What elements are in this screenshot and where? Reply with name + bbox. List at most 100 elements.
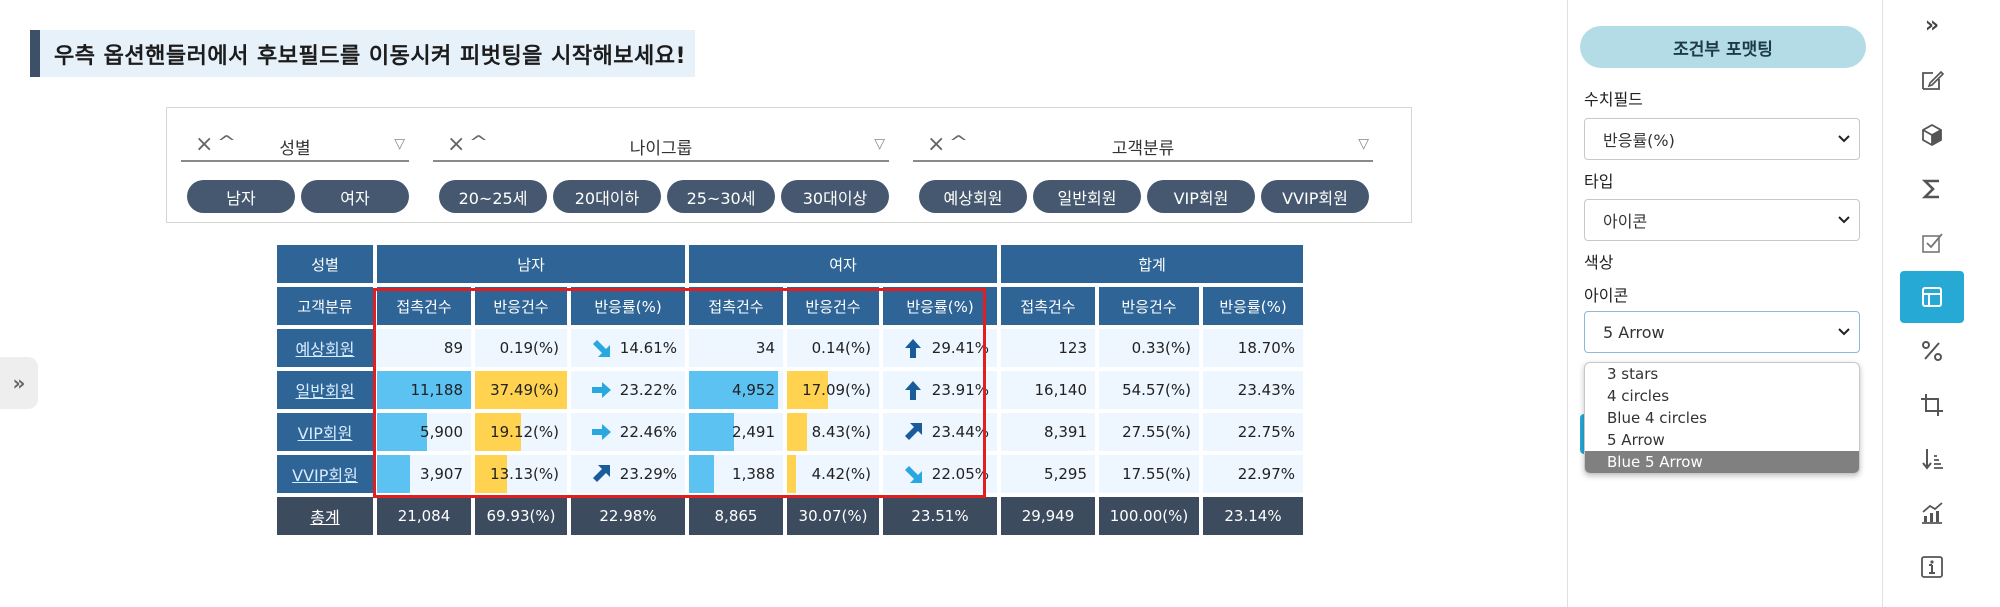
filter-pill[interactable]: 여자 [301,180,409,213]
data-bar [475,413,521,451]
icon-value: 5 Arrow [1603,322,1665,342]
female-response-cell: 17.09(%) [787,371,879,409]
checkbox-icon [1922,233,1943,253]
female-response-cell: 0.14(%) [787,329,879,367]
filter-pill[interactable]: 예상회원 [919,180,1027,213]
funnel-icon[interactable]: ▽ [874,136,885,152]
crop-icon [1921,394,1943,416]
filter-group-customer: × ^ 고객분류 ▽ 예상회원 일반회원 VIP회원 VVIP회원 [913,130,1373,213]
collapse-panel-button[interactable]: » [1900,0,1964,50]
filter-pill[interactable]: VIP회원 [1147,180,1255,213]
female-contact-cell: 1,388 [689,455,783,493]
group-header-male: 남자 [377,245,685,283]
data-bar [787,413,808,451]
filter-pill[interactable]: 20~25세 [439,180,547,213]
data-bar [475,371,567,409]
total-cell: 100.00(%) [1099,497,1199,535]
filter-group-header: × ^ 고객분류 ▽ [913,130,1373,162]
data-bar [787,455,797,493]
measure-header: 접촉건수 [1001,287,1095,325]
chevron-down-icon [1838,135,1850,143]
total-rate-cell: 23.43% [1203,371,1303,409]
male-contact-cell: 5,900 [377,413,471,451]
total-link[interactable]: 총계 [310,508,340,527]
toolbar-crop[interactable] [1900,379,1964,431]
toolbar-cube[interactable] [1900,109,1964,161]
dropdown-option[interactable]: 5 Arrow [1607,431,1665,449]
cell-value: 23.44% [931,423,989,441]
toolbar-info[interactable] [1900,541,1964,593]
toolbar-table-layout[interactable] [1900,271,1964,323]
cell-value: 22.46% [619,423,677,441]
type-value: 아이콘 [1603,212,1648,231]
type-select[interactable]: 아이콘 [1584,199,1860,241]
cell-value: 22.05% [931,465,989,483]
toolbar-sort[interactable] [1900,433,1964,485]
corner-header-gender: 성별 [277,245,373,283]
male-rate-cell: 14.61% [571,329,685,367]
funnel-icon[interactable]: ▽ [1358,136,1369,152]
funnel-icon[interactable]: ▽ [394,136,405,152]
dropdown-option[interactable]: 4 circles [1607,387,1670,405]
male-response-cell: 0.19(%) [475,329,567,367]
total-cell: 22.98% [571,497,685,535]
numeric-field-value: 반응률(%) [1603,131,1675,150]
cell-value: 89 [443,339,463,357]
female-rate-cell: 23.91% [883,371,997,409]
cell-value: 23.29% [619,465,677,483]
sigma-icon [1921,179,1939,199]
data-bar [377,455,410,493]
filter-group-gender: × ^ 성별 ▽ 남자 여자 [181,130,409,213]
toolbar-check[interactable] [1900,217,1964,269]
dropdown-option[interactable]: 3 stars [1607,365,1659,383]
measure-header: 반응건수 [475,287,567,325]
table-row: VVIP회원 3,907 13.13(%) 23.29% 1,388 4.42(%) 22.… [277,455,1303,493]
filter-pill[interactable]: 일반회원 [1033,180,1141,213]
total-contact-cell: 123 [1001,329,1095,367]
filter-pill[interactable]: VVIP회원 [1261,180,1369,213]
total-cell: 23.51% [883,497,997,535]
arrow-up-right-icon [592,465,610,482]
expand-left-panel-button[interactable]: » [0,357,38,409]
row-header-link[interactable]: 일반회원 [295,382,355,401]
chevron-up-icon[interactable]: ^ [948,132,969,153]
clear-filter-icon[interactable]: × [927,132,946,157]
female-response-cell: 4.42(%) [787,455,879,493]
row-header: 일반회원 [277,371,373,409]
numeric-field-select[interactable]: 반응률(%) [1584,118,1860,160]
icon-select[interactable]: 5 Arrow [1584,311,1860,353]
chevron-up-icon[interactable]: ^ [468,132,489,153]
male-contact-cell: 11,188 [377,371,471,409]
total-response-cell: 0.33(%) [1099,329,1199,367]
male-rate-cell: 23.22% [571,371,685,409]
total-cell: 69.93(%) [475,497,567,535]
cell-value: 17.09(%) [802,381,871,399]
row-header-link[interactable]: VIP회원 [297,424,353,443]
toolbar-sum[interactable] [1900,163,1964,215]
cell-value: 14.61% [619,339,677,357]
total-response-cell: 17.55(%) [1099,455,1199,493]
filter-pill[interactable]: 남자 [187,180,295,213]
data-bar [689,371,779,409]
filter-pill[interactable]: 30대이상 [781,180,889,213]
arrow-down-right-icon [904,466,922,483]
measure-header: 반응건수 [1099,287,1199,325]
filter-pill[interactable]: 20대이하 [553,180,661,213]
measure-header: 접촉건수 [689,287,783,325]
filter-group-title: 성별 [279,139,311,159]
color-label: 색상 [1584,253,1614,272]
filter-pill[interactable]: 25~30세 [667,180,775,213]
toolbar-edit[interactable] [1900,54,1964,106]
toolbar-chart[interactable] [1900,487,1964,539]
dropdown-option-highlighted[interactable]: Blue 5 Arrow [1585,451,1859,473]
total-contact-cell: 8,391 [1001,413,1095,451]
clear-filter-icon[interactable]: × [447,132,466,157]
total-contact-cell: 16,140 [1001,371,1095,409]
cell-value: 23.91% [931,381,989,399]
row-header-link[interactable]: 예상회원 [295,340,355,359]
clear-filter-icon[interactable]: × [195,132,214,157]
toolbar-percent[interactable] [1900,325,1964,377]
chevron-up-icon[interactable]: ^ [216,132,237,153]
row-header-link[interactable]: VVIP회원 [292,466,358,485]
dropdown-option[interactable]: Blue 4 circles [1607,409,1707,427]
